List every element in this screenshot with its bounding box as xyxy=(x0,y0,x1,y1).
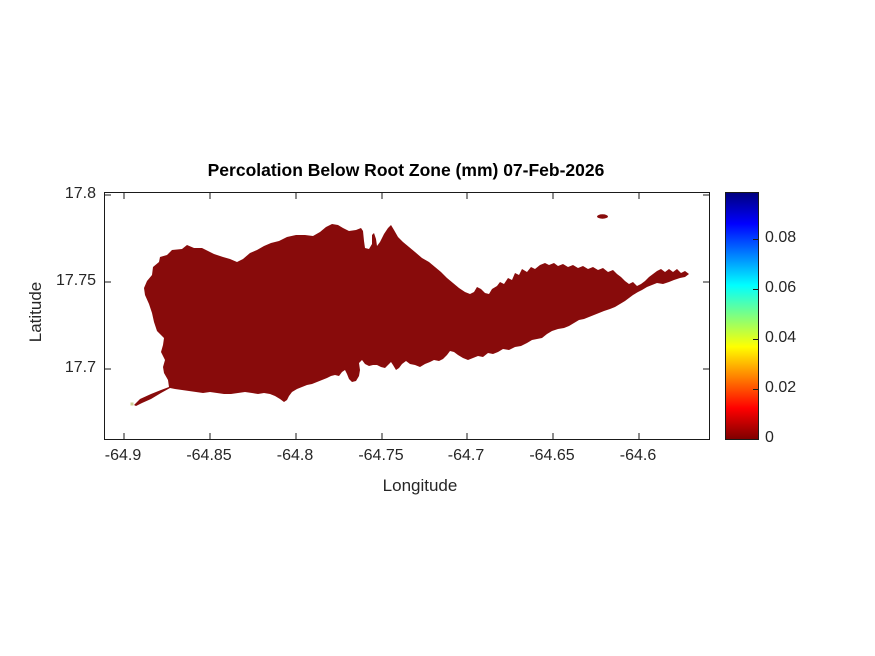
island-polygon xyxy=(134,224,689,406)
colorbar-tick-label: 0.02 xyxy=(765,379,797,396)
x-tick-label: -64.8 xyxy=(276,447,314,464)
colorbar-tick-label: 0.04 xyxy=(765,329,797,346)
x-tick-label: -64.6 xyxy=(619,447,657,464)
y-tick-label: 17.75 xyxy=(55,272,96,289)
colorbar-tick-mark xyxy=(753,389,758,390)
islet-buck-island xyxy=(597,214,608,219)
colorbar-tick-mark xyxy=(753,289,758,290)
y-tick-label: 17.7 xyxy=(64,359,96,376)
plot-title: Percolation Below Root Zone (mm) 07-Feb-… xyxy=(207,160,605,180)
y-axis-label: Latitude xyxy=(26,281,45,343)
x-tick-label: -64.7 xyxy=(447,447,485,464)
x-tick-label: -64.65 xyxy=(529,447,575,464)
x-axis-label: Longitude xyxy=(382,476,458,495)
x-tick-label: -64.75 xyxy=(358,447,404,464)
colorbar-tick-mark xyxy=(753,239,758,240)
x-tick-label: -64.9 xyxy=(104,447,142,464)
colorbar-tick-label: 0.08 xyxy=(765,229,797,246)
plot-area xyxy=(104,192,710,440)
map-canvas xyxy=(105,193,709,439)
sandy-point-speck xyxy=(130,402,134,406)
colorbar xyxy=(725,192,759,440)
x-tick-label: -64.85 xyxy=(186,447,232,464)
axis-tick-marks xyxy=(105,193,709,439)
colorbar-tick-mark xyxy=(753,339,758,340)
colorbar-tick-label: 0 xyxy=(765,429,774,446)
y-tick-label: 17.8 xyxy=(64,185,96,202)
colorbar-tick-label: 0.06 xyxy=(765,279,797,296)
